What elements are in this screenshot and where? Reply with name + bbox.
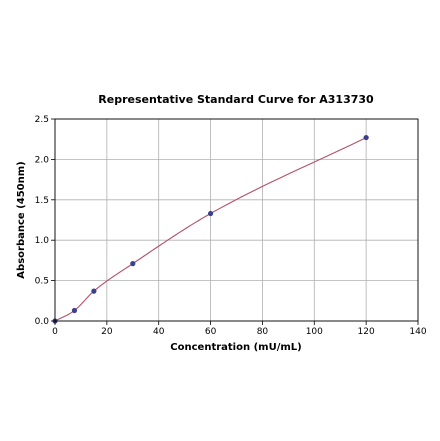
data-point — [130, 261, 136, 267]
fit-curve — [54, 137, 367, 322]
y-tick-label: 1.5 — [35, 196, 49, 206]
y-tick-label: 0.5 — [35, 277, 49, 287]
y-tick-label: 2.5 — [35, 115, 49, 125]
data-point — [71, 307, 78, 314]
data-points — [52, 134, 369, 324]
x-tick-label: 40 — [153, 327, 165, 337]
x-tick-label: 0 — [52, 327, 58, 337]
x-tick-label: 20 — [101, 327, 113, 337]
y-axis-label: Absorbance (450nm) — [16, 161, 27, 278]
x-axis-label: Concentration (mU/mL) — [170, 342, 301, 353]
plot-frame — [54, 118, 419, 322]
chart-title: Representative Standard Curve for A31373… — [98, 93, 374, 106]
y-tick-label: 2.0 — [35, 155, 50, 165]
grid-lines — [54, 118, 419, 322]
axis-ticks: 0 20 40 60 80 100 120 140 0.0 0.5 1.0 1.5 2.0 2.5 — [35, 115, 427, 337]
x-tick-label: 60 — [205, 327, 217, 337]
y-tick-label: 1.0 — [35, 236, 50, 246]
x-tick-label: 80 — [257, 327, 269, 337]
data-point — [363, 134, 369, 141]
x-tick-label: 140 — [409, 327, 426, 337]
data-point — [207, 210, 214, 217]
y-tick-label: 0.0 — [35, 317, 50, 327]
data-point — [91, 288, 97, 294]
x-tick-label: 120 — [358, 327, 375, 337]
x-tick-label: 100 — [306, 327, 323, 337]
